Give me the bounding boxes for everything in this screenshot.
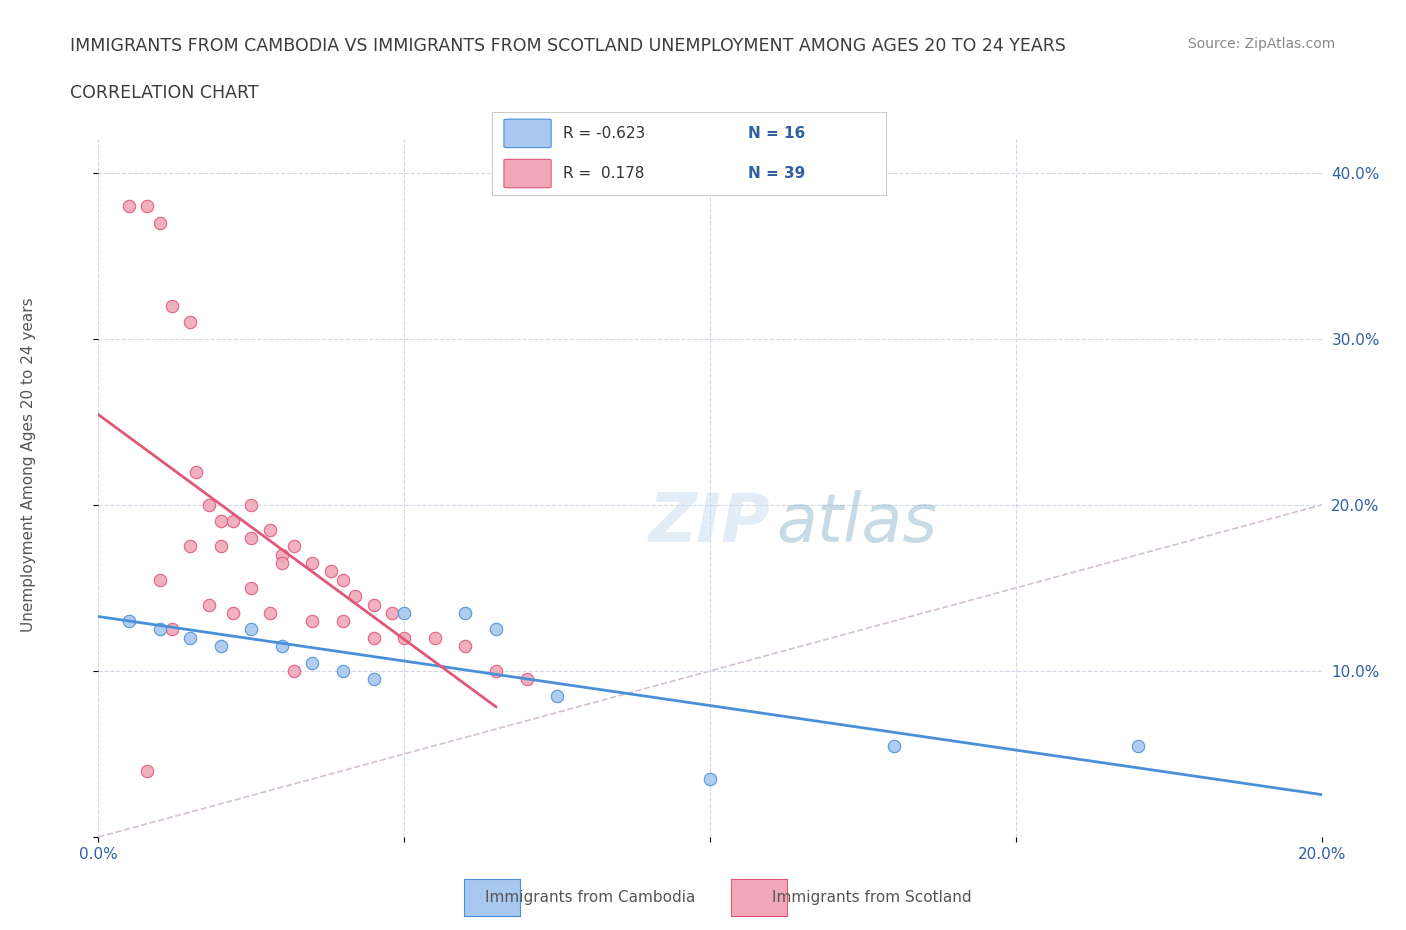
Point bbox=[546, 688, 568, 703]
Point bbox=[240, 531, 263, 546]
Text: atlas: atlas bbox=[776, 490, 938, 556]
Text: CORRELATION CHART: CORRELATION CHART bbox=[70, 84, 259, 101]
Point bbox=[381, 605, 404, 620]
Text: IMMIGRANTS FROM CAMBODIA VS IMMIGRANTS FROM SCOTLAND UNEMPLOYMENT AMONG AGES 20 : IMMIGRANTS FROM CAMBODIA VS IMMIGRANTS F… bbox=[70, 37, 1066, 55]
Point bbox=[423, 631, 446, 645]
Point bbox=[485, 622, 508, 637]
Text: Immigrants from Cambodia: Immigrants from Cambodia bbox=[485, 890, 696, 905]
Point bbox=[485, 663, 508, 678]
Point bbox=[363, 671, 385, 686]
Point bbox=[1128, 738, 1150, 753]
Point bbox=[179, 314, 201, 329]
Point bbox=[516, 671, 538, 686]
Point bbox=[454, 605, 477, 620]
Point bbox=[209, 514, 232, 529]
Point bbox=[332, 572, 354, 587]
Text: R = -0.623: R = -0.623 bbox=[562, 126, 645, 140]
Point bbox=[319, 564, 342, 578]
Point bbox=[179, 539, 201, 554]
Point bbox=[301, 555, 323, 570]
Point bbox=[197, 498, 219, 512]
Point bbox=[222, 514, 245, 529]
Text: ZIP: ZIP bbox=[650, 490, 770, 556]
Point bbox=[283, 539, 305, 554]
Point bbox=[240, 580, 263, 595]
Point bbox=[118, 198, 141, 213]
Point bbox=[240, 622, 263, 637]
Point bbox=[160, 299, 183, 313]
Point bbox=[454, 639, 477, 654]
Text: N = 39: N = 39 bbox=[748, 166, 806, 181]
Text: R =  0.178: R = 0.178 bbox=[562, 166, 644, 181]
Point bbox=[332, 663, 354, 678]
Point bbox=[136, 764, 159, 778]
Point bbox=[136, 198, 159, 213]
Point bbox=[363, 631, 385, 645]
FancyBboxPatch shape bbox=[503, 119, 551, 148]
Point bbox=[149, 215, 172, 230]
Point bbox=[179, 631, 201, 645]
Point bbox=[149, 572, 172, 587]
Point bbox=[392, 605, 416, 620]
Point bbox=[209, 539, 232, 554]
Text: Immigrants from Scotland: Immigrants from Scotland bbox=[772, 890, 972, 905]
Text: Unemployment Among Ages 20 to 24 years: Unemployment Among Ages 20 to 24 years bbox=[21, 298, 35, 632]
Point bbox=[301, 656, 323, 671]
Point bbox=[283, 663, 305, 678]
Point bbox=[259, 523, 281, 538]
Point bbox=[118, 614, 141, 629]
Point bbox=[149, 622, 172, 637]
Point bbox=[883, 738, 905, 753]
Point bbox=[699, 772, 721, 787]
Point bbox=[222, 605, 245, 620]
Point bbox=[270, 555, 292, 570]
Point bbox=[332, 614, 354, 629]
Point bbox=[197, 597, 219, 612]
Point bbox=[209, 639, 232, 654]
Point bbox=[259, 605, 281, 620]
Point bbox=[270, 547, 292, 562]
FancyBboxPatch shape bbox=[503, 159, 551, 188]
Point bbox=[240, 498, 263, 512]
Point bbox=[363, 597, 385, 612]
Point bbox=[186, 464, 208, 479]
Text: Source: ZipAtlas.com: Source: ZipAtlas.com bbox=[1188, 37, 1336, 51]
Point bbox=[344, 589, 367, 604]
Point bbox=[160, 622, 183, 637]
Point bbox=[301, 614, 323, 629]
Text: N = 16: N = 16 bbox=[748, 126, 806, 140]
Point bbox=[392, 631, 416, 645]
Point bbox=[270, 639, 292, 654]
